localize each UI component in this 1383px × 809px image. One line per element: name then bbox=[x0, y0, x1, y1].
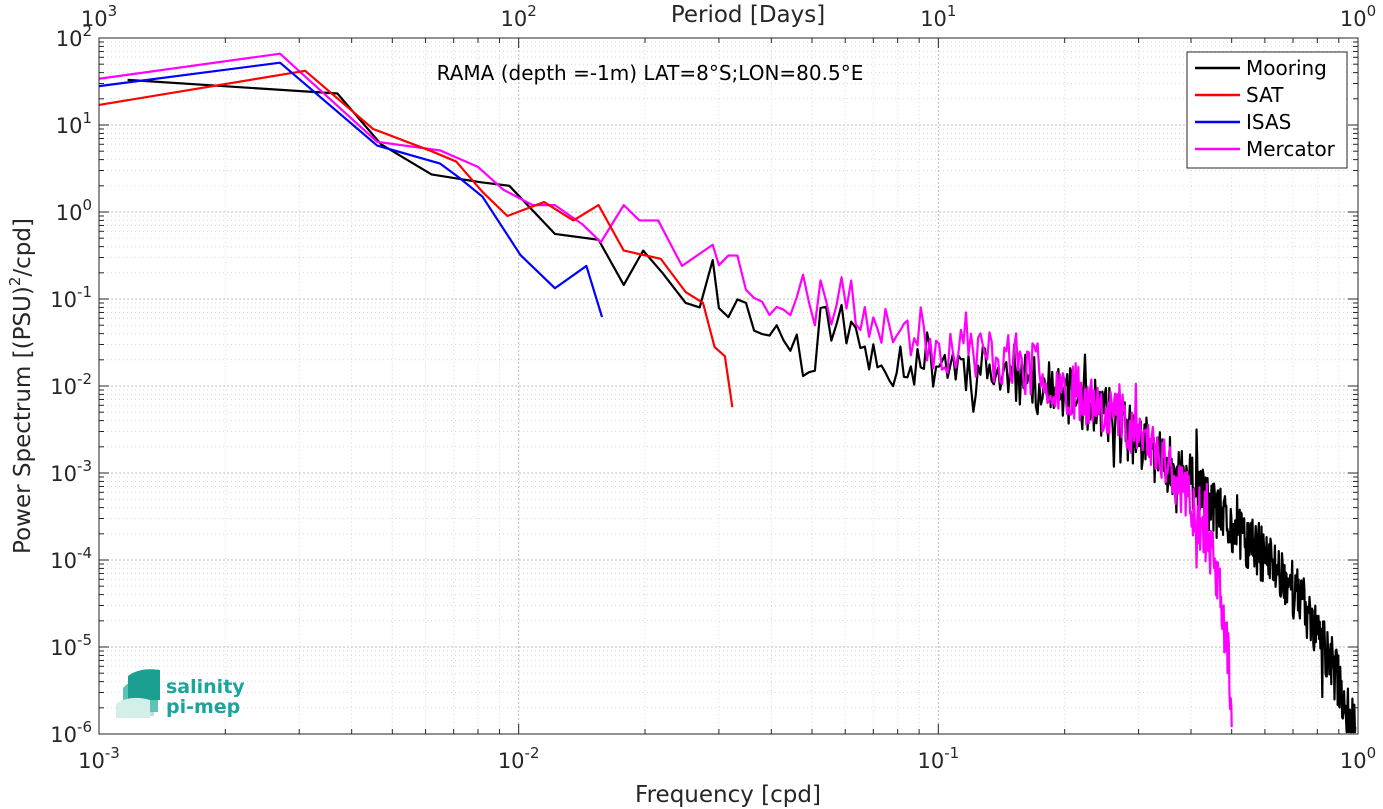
chart-annotation: RAMA (depth =-1m) LAT=8°S;LON=80.5°E bbox=[437, 61, 864, 85]
top-tick-label: 103 bbox=[81, 2, 117, 31]
y-tick-label-base: 10 bbox=[50, 288, 77, 312]
y-tick-label-base: 10 bbox=[50, 723, 77, 747]
legend-label-sat: SAT bbox=[1246, 83, 1284, 107]
y-axis-title-sup: 2 bbox=[6, 277, 24, 287]
top-tick-label-exp: 1 bbox=[947, 2, 957, 20]
y-tick-label-base: 10 bbox=[50, 549, 77, 573]
legend-label-mercator: Mercator bbox=[1246, 137, 1336, 161]
salinity-pi-mep-logo: salinity pi-mep bbox=[116, 669, 245, 718]
y-tick-label: 10-2 bbox=[50, 370, 92, 399]
x-tick-label-exp: -3 bbox=[105, 744, 120, 762]
legend-label-isas: ISAS bbox=[1246, 110, 1291, 134]
y-tick-label: 10-1 bbox=[50, 283, 92, 312]
y-tick-label: 10-4 bbox=[50, 544, 92, 573]
y-tick-label-base: 10 bbox=[50, 375, 77, 399]
y-tick-label-base: 10 bbox=[56, 27, 83, 51]
legend-label-mooring: Mooring bbox=[1246, 56, 1327, 80]
y-tick-label-exp: -4 bbox=[77, 544, 92, 562]
y-tick-label-base: 10 bbox=[50, 462, 77, 486]
logo-text-pi-mep: pi-mep bbox=[166, 696, 240, 718]
y-tick-label-exp: -5 bbox=[77, 631, 92, 649]
top-tick-label-exp: 0 bbox=[1367, 2, 1377, 20]
x-tick-label-base: 10 bbox=[1340, 749, 1367, 773]
y-tick-label: 10-3 bbox=[50, 457, 92, 486]
y-tick-label: 10-6 bbox=[50, 718, 92, 747]
tick-marks bbox=[98, 37, 1359, 735]
top-axis-title: Period [Days] bbox=[671, 2, 825, 28]
top-tick-label: 100 bbox=[1340, 2, 1376, 31]
top-tick-label-base: 10 bbox=[501, 7, 528, 31]
y-tick-label-base: 10 bbox=[50, 636, 77, 660]
y-axis-title: Power Spectrum [(PSU)2/cpd] bbox=[6, 218, 36, 554]
x-tick-label: 10-1 bbox=[917, 744, 959, 773]
x-tick-label: 10-3 bbox=[78, 744, 120, 773]
top-tick-label-base: 10 bbox=[81, 7, 108, 31]
y-tick-label-exp: -1 bbox=[77, 283, 92, 301]
y-tick-label-exp: 1 bbox=[82, 109, 92, 127]
y-tick-label: 10-5 bbox=[50, 631, 92, 660]
top-tick-label-exp: 2 bbox=[527, 2, 537, 20]
x-tick-label-base: 10 bbox=[917, 749, 944, 773]
x-tick-label-exp: 0 bbox=[1367, 744, 1377, 762]
y-tick-label-exp: -6 bbox=[77, 718, 92, 736]
x-tick-label-exp: -2 bbox=[525, 744, 540, 762]
series-line-mercator bbox=[98, 52, 1233, 728]
series-line-sat bbox=[98, 69, 734, 408]
top-tick-label-exp: 3 bbox=[108, 2, 118, 20]
logo-wave-front bbox=[128, 669, 160, 700]
series-layer bbox=[98, 52, 1357, 734]
y-axis-title-part1: Power Spectrum [(PSU) bbox=[10, 286, 36, 554]
top-tick-label: 101 bbox=[920, 2, 956, 31]
x-tick-label: 100 bbox=[1340, 744, 1376, 773]
top-tick-label-base: 10 bbox=[1340, 7, 1367, 31]
y-tick-label: 101 bbox=[56, 109, 92, 138]
top-tick-label: 102 bbox=[501, 2, 537, 31]
logo-text-salinity: salinity bbox=[166, 676, 245, 698]
y-tick-label: 102 bbox=[56, 22, 92, 51]
logo-wave-base bbox=[116, 697, 150, 718]
x-tick-label-base: 10 bbox=[78, 749, 105, 773]
y-tick-label-base: 10 bbox=[56, 114, 83, 138]
top-tick-label-base: 10 bbox=[920, 7, 947, 31]
y-tick-label-exp: 0 bbox=[82, 196, 92, 214]
y-tick-label-exp: 2 bbox=[82, 22, 92, 40]
x-tick-label: 10-2 bbox=[498, 744, 540, 773]
series-line-isas bbox=[98, 61, 604, 318]
y-tick-label-exp: -2 bbox=[77, 370, 92, 388]
x-tick-label-exp: -1 bbox=[944, 744, 959, 762]
y-tick-label-base: 10 bbox=[56, 201, 83, 225]
y-axis-title-part2: /cpd] bbox=[10, 218, 36, 277]
y-tick-label-exp: -3 bbox=[77, 457, 92, 475]
legend: Mooring SAT ISAS Mercator bbox=[1186, 51, 1348, 169]
x-axis-title: Frequency [cpd] bbox=[635, 782, 821, 808]
x-tick-label-base: 10 bbox=[498, 749, 525, 773]
y-tick-label: 100 bbox=[56, 196, 92, 225]
